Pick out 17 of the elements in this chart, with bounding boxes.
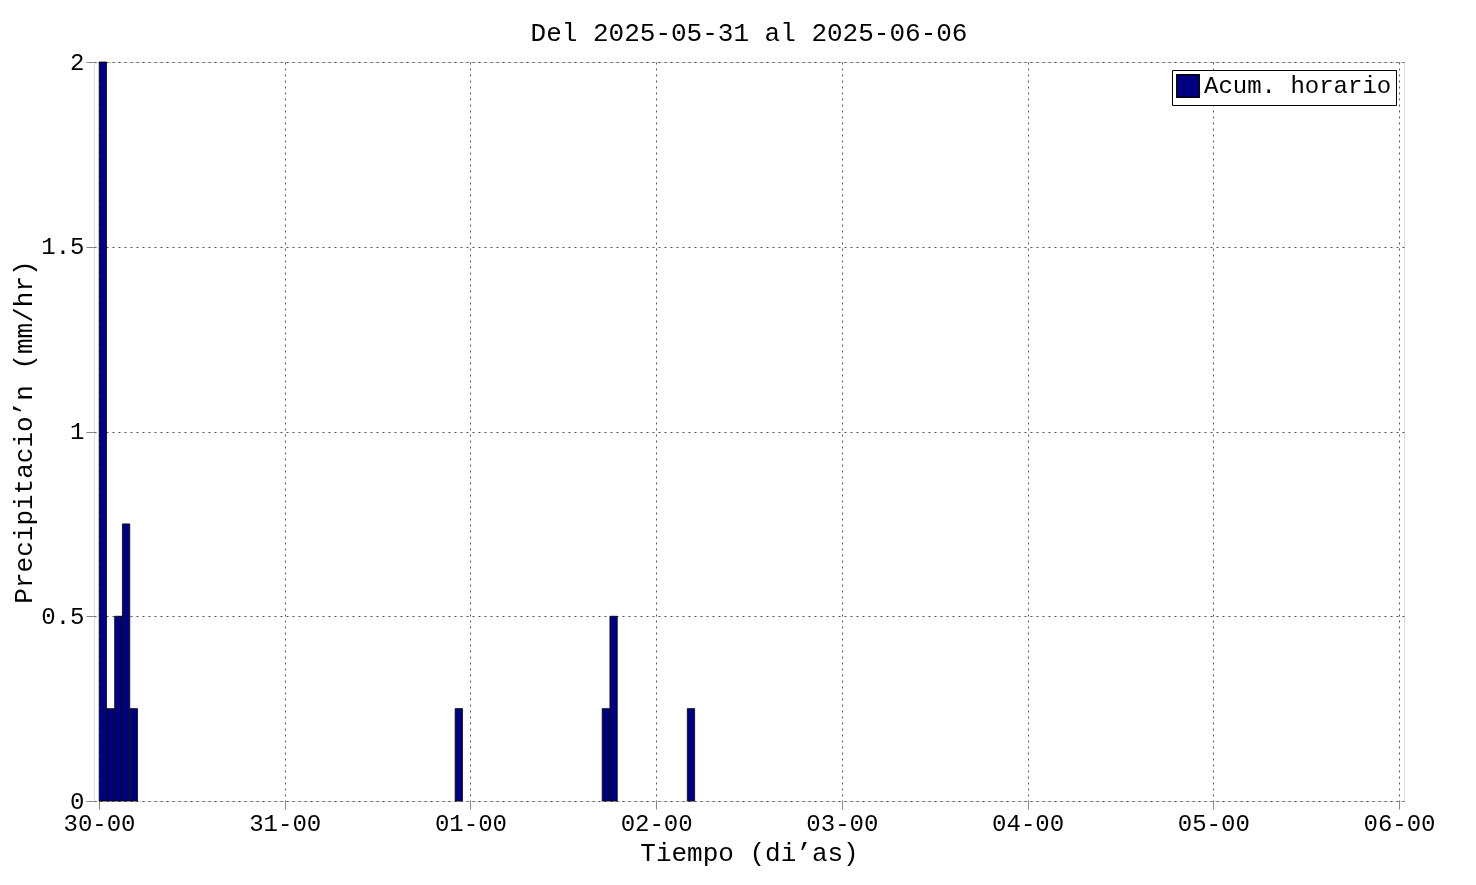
y-tick-label: 2 (70, 49, 85, 77)
y-tick-label: 0.5 (41, 603, 85, 631)
chart-title: Del 2025-05-31 al 2025-06-06 (530, 19, 968, 49)
legend-label: Acum. horario (1204, 73, 1392, 100)
x-tick-label: 31-00 (249, 810, 322, 838)
x-tick-label: 01-00 (434, 810, 507, 838)
bar (686, 708, 696, 802)
x-tick-label: 06-00 (1363, 810, 1436, 838)
x-tick-label: 03-00 (806, 810, 879, 838)
x-tick-label: 05-00 (1177, 810, 1250, 838)
y-axis-title: Precipitacio’n (mm/hr) (10, 260, 41, 604)
y-tick-label: 1.5 (41, 234, 85, 262)
bar (454, 708, 463, 802)
x-tick-label: 04-00 (992, 810, 1065, 838)
y-tick-label: 1 (70, 419, 85, 446)
x-tick-label: 02-00 (620, 810, 693, 838)
x-axis-title: Tiempo (di’as) (640, 838, 859, 869)
